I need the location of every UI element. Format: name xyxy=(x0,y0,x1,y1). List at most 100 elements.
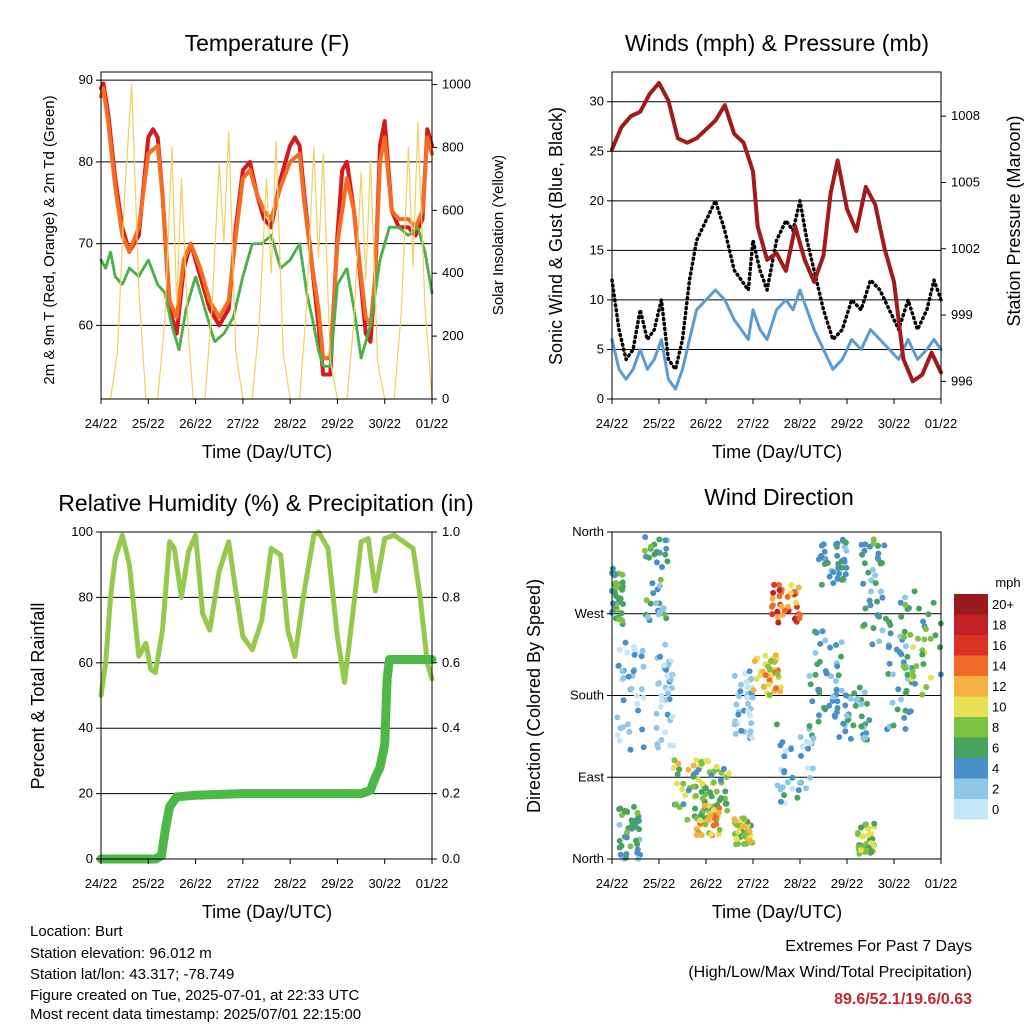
humidity-plot-frame xyxy=(100,531,433,860)
direction-point xyxy=(889,671,896,678)
direction-point xyxy=(858,847,864,854)
direction-point xyxy=(858,701,865,708)
direction-point xyxy=(836,570,842,577)
legend-label: 8 xyxy=(992,720,999,735)
direction-point xyxy=(679,786,686,793)
direction-point xyxy=(773,685,779,692)
direction-point xyxy=(664,558,671,565)
rh-xtick-label: 29/22 xyxy=(321,876,354,891)
direction-point xyxy=(733,835,740,842)
legend-swatch-16 xyxy=(954,635,988,656)
direction-point xyxy=(910,644,916,650)
direction-point xyxy=(766,692,773,698)
direction-point xyxy=(735,828,742,835)
rh-y2tick-label: 0.0 xyxy=(442,851,460,866)
legend-swatch-2 xyxy=(954,778,988,799)
direction-point xyxy=(862,734,869,741)
direction-point xyxy=(647,600,654,607)
direction-point xyxy=(616,616,622,623)
direction-point xyxy=(819,628,826,635)
direction-point xyxy=(618,610,625,617)
direction-point xyxy=(889,699,896,706)
direction-point xyxy=(736,693,742,700)
wind-ytick-label: 15 xyxy=(590,242,604,257)
direction-point xyxy=(834,698,841,705)
direction-point xyxy=(797,734,804,740)
direction-point xyxy=(657,653,664,660)
wind-series-gust xyxy=(610,199,943,372)
wind-ytick-label: 25 xyxy=(590,143,604,158)
direction-point xyxy=(723,800,730,807)
wind-plot-frame xyxy=(611,71,942,400)
direction-point xyxy=(876,638,883,645)
direction-point xyxy=(860,580,867,587)
direction-point xyxy=(866,597,873,604)
legend-label: 6 xyxy=(992,741,999,756)
direction-point xyxy=(843,564,850,571)
direction-point xyxy=(866,717,873,724)
created-text: Figure created on Tue, 2025-07-01, at 22… xyxy=(30,987,360,1004)
direction-point xyxy=(658,692,665,699)
direction-point xyxy=(795,584,802,591)
direction-point xyxy=(875,556,882,563)
direction-point xyxy=(619,668,626,675)
direction-point xyxy=(776,581,782,588)
direction-point xyxy=(842,571,849,578)
direction-point xyxy=(618,843,625,849)
direction-panel: Wind Direction Direction (Colored By Spe… xyxy=(524,484,1021,922)
wind-series xyxy=(610,81,943,391)
direction-point xyxy=(818,554,825,561)
direction-point xyxy=(869,566,876,573)
direction-point xyxy=(676,766,683,773)
direction-point xyxy=(794,794,801,801)
direction-point xyxy=(740,815,747,822)
direction-point xyxy=(928,674,934,681)
direction-point xyxy=(842,539,849,546)
direction-point xyxy=(842,702,849,709)
rh-xtick-label: 28/22 xyxy=(274,876,307,891)
rh-ytick-label: 100 xyxy=(71,524,93,539)
direction-point xyxy=(777,798,784,805)
direction-point xyxy=(810,735,817,742)
direction-point xyxy=(826,573,833,580)
direction-point xyxy=(772,652,779,659)
direction-point xyxy=(886,619,893,625)
direction-point xyxy=(788,582,795,589)
rh-ytick-label: 60 xyxy=(79,655,93,670)
direction-point xyxy=(620,697,627,704)
direction-point xyxy=(655,680,662,687)
direction-point xyxy=(702,821,709,828)
direction-point xyxy=(658,737,665,743)
wind-panel: Winds (mph) & Pressure (mb) Sonic Wind &… xyxy=(546,30,1024,462)
direction-point xyxy=(768,603,775,610)
direction-point xyxy=(902,643,909,650)
direction-point xyxy=(861,689,868,696)
direction-point xyxy=(708,772,715,779)
direction-point xyxy=(690,762,697,769)
extremes-box: Extremes For Past 7 Days (High/Low/Max W… xyxy=(688,938,972,1008)
dir-xtick-label: 27/22 xyxy=(737,876,770,891)
direction-point xyxy=(902,594,909,601)
extremes-title: Extremes For Past 7 Days xyxy=(785,938,972,955)
direction-point xyxy=(646,554,652,561)
direction-point xyxy=(817,640,824,647)
wind-ytick-label: 10 xyxy=(590,292,604,307)
direction-point xyxy=(765,681,772,688)
direction-point xyxy=(867,602,874,609)
temp-xtick-label: 26/22 xyxy=(179,416,212,431)
direction-point xyxy=(865,569,872,576)
direction-point xyxy=(774,670,781,677)
rh-xtick-label: 25/22 xyxy=(132,876,165,891)
direction-point xyxy=(858,713,865,720)
direction-point xyxy=(693,792,699,799)
direction-point xyxy=(832,713,839,720)
rh-xtick-label: 27/22 xyxy=(227,876,260,891)
wind-y2tick-label: 1002 xyxy=(951,241,980,256)
direction-point xyxy=(838,653,844,660)
direction-point xyxy=(768,658,774,664)
direction-point xyxy=(657,576,664,583)
direction-point xyxy=(698,832,705,838)
direction-point xyxy=(818,581,825,588)
wind-gridlines xyxy=(612,101,941,400)
